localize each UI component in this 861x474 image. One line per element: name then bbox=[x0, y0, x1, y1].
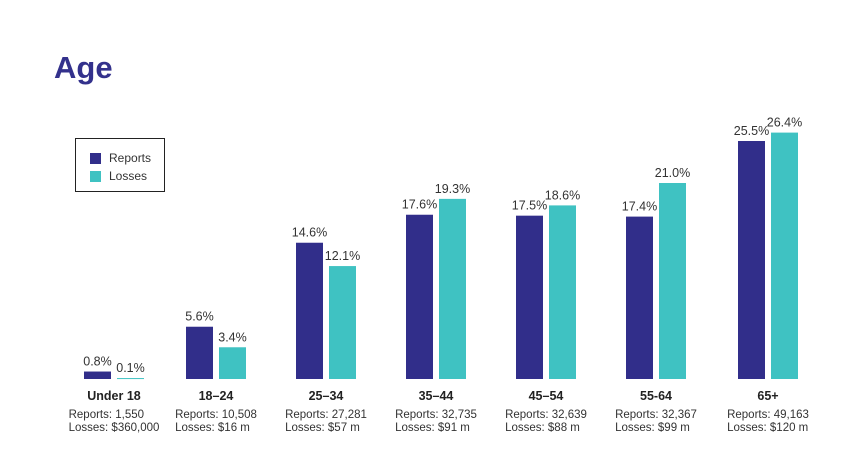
bar-losses-5 bbox=[659, 183, 686, 379]
category-stat-2: Reports: 27,281 Losses: $57 m bbox=[285, 409, 367, 435]
value-label-reports-6: 25.5% bbox=[734, 124, 769, 138]
category-stat-6: Reports: 49,163 Losses: $120 m bbox=[727, 409, 809, 435]
bar-losses-0 bbox=[117, 378, 144, 380]
bar-losses-4 bbox=[549, 205, 576, 379]
category-stat-5: Reports: 32,367 Losses: $99 m bbox=[615, 409, 697, 435]
stat-losses-3: Losses: $91 m bbox=[395, 422, 470, 434]
value-label-reports-0: 0.8% bbox=[83, 355, 112, 369]
value-label-losses-4: 18.6% bbox=[545, 188, 580, 202]
bar-losses-6 bbox=[771, 132, 798, 379]
category-label-1: 18–24 bbox=[199, 389, 234, 403]
legend-item-losses: Losses bbox=[90, 167, 164, 185]
category-label-3: 35–44 bbox=[419, 389, 454, 403]
bar-reports-0 bbox=[84, 371, 111, 379]
stat-reports-2: Reports: 27,281 bbox=[285, 409, 367, 421]
stat-reports-4: Reports: 32,639 bbox=[505, 409, 587, 421]
chart-legend: Reports Losses bbox=[75, 138, 165, 192]
legend-label-losses: Losses bbox=[109, 169, 148, 183]
stat-losses-0: Losses: $360,000 bbox=[68, 422, 160, 434]
value-label-reports-2: 14.6% bbox=[292, 226, 327, 240]
legend-item-reports: Reports bbox=[90, 149, 164, 167]
stat-reports-1: Reports: 10,508 bbox=[175, 409, 257, 421]
category-label-5: 55-64 bbox=[640, 389, 672, 403]
stat-reports-5: Reports: 32,367 bbox=[615, 409, 697, 421]
legend-swatch-reports bbox=[90, 152, 101, 164]
legend-label-reports: Reports bbox=[109, 151, 152, 165]
stat-reports-0: Reports: 1,550 bbox=[68, 409, 145, 421]
bar-reports-5 bbox=[626, 216, 653, 379]
page-title: Age bbox=[54, 50, 113, 85]
bar-losses-1 bbox=[219, 347, 246, 379]
category-stat-4: Reports: 32,639 Losses: $88 m bbox=[505, 409, 587, 435]
bar-losses-3 bbox=[439, 198, 466, 379]
bar-reports-1 bbox=[186, 326, 213, 379]
bar-reports-4 bbox=[516, 215, 543, 379]
value-label-losses-3: 19.3% bbox=[435, 182, 470, 196]
category-stat-1: Reports: 10,508 Losses: $16 m bbox=[175, 409, 257, 435]
category-label-4: 45–54 bbox=[529, 389, 564, 403]
stat-losses-6: Losses: $120 m bbox=[727, 422, 809, 434]
value-label-reports-5: 17.4% bbox=[622, 200, 657, 214]
value-label-reports-1: 5.6% bbox=[185, 310, 214, 324]
stat-losses-1: Losses: $16 m bbox=[175, 422, 250, 434]
value-label-losses-0: 0.1% bbox=[116, 361, 145, 375]
stat-losses-4: Losses: $88 m bbox=[505, 422, 580, 434]
bar-losses-2 bbox=[329, 266, 356, 379]
value-label-reports-3: 17.6% bbox=[402, 198, 437, 212]
category-label-2: 25–34 bbox=[309, 389, 344, 403]
stat-losses-2: Losses: $57 m bbox=[285, 422, 360, 434]
legend-swatch-losses bbox=[90, 170, 101, 182]
stat-reports-3: Reports: 32,735 bbox=[395, 409, 477, 421]
value-label-losses-1: 3.4% bbox=[218, 330, 247, 344]
stat-losses-5: Losses: $99 m bbox=[615, 422, 690, 434]
value-label-losses-5: 21.0% bbox=[655, 166, 690, 180]
value-label-losses-6: 26.4% bbox=[767, 116, 802, 130]
category-stat-0: Reports: 1,550 Losses: $360,000 bbox=[69, 409, 160, 435]
bar-reports-6 bbox=[738, 141, 765, 379]
stat-reports-6: Reports: 49,163 bbox=[727, 409, 809, 421]
bar-reports-2 bbox=[296, 242, 323, 379]
value-label-losses-2: 12.1% bbox=[325, 249, 360, 263]
bar-reports-3 bbox=[406, 214, 433, 379]
category-label-6: 65+ bbox=[757, 389, 778, 403]
category-stat-3: Reports: 32,735 Losses: $91 m bbox=[395, 409, 477, 435]
category-label-0: Under 18 bbox=[87, 389, 141, 403]
value-label-reports-4: 17.5% bbox=[512, 199, 547, 213]
